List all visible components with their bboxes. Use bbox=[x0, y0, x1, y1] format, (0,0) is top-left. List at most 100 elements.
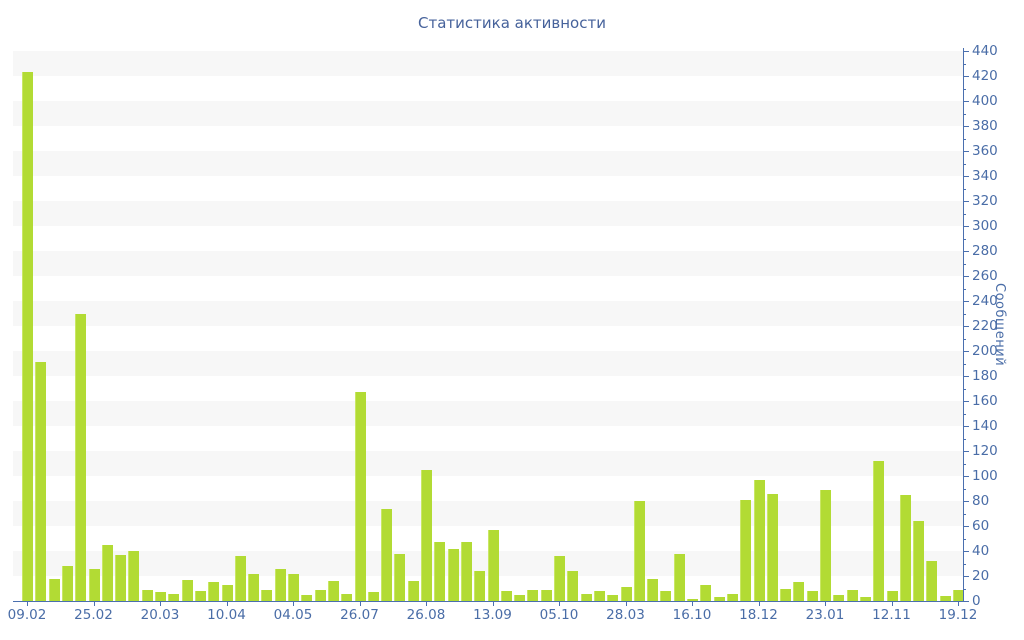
y-tick-label: 20 bbox=[972, 568, 990, 584]
y-major-tick bbox=[963, 526, 969, 527]
bar bbox=[460, 542, 472, 601]
bar bbox=[886, 591, 898, 601]
bar bbox=[806, 591, 818, 601]
bar bbox=[913, 521, 925, 601]
grid-band bbox=[13, 101, 963, 126]
x-tick-label: 18.12 bbox=[739, 607, 778, 623]
bar bbox=[101, 544, 113, 601]
bar bbox=[753, 479, 765, 601]
bar bbox=[607, 594, 619, 601]
y-major-tick bbox=[963, 601, 969, 602]
bar bbox=[128, 551, 140, 601]
bar bbox=[381, 508, 393, 601]
y-minor-tick bbox=[963, 463, 966, 465]
bar bbox=[301, 594, 313, 601]
bar bbox=[288, 573, 299, 601]
y-minor-tick bbox=[963, 588, 966, 590]
grid-band bbox=[13, 326, 963, 351]
y-minor-tick bbox=[963, 363, 966, 365]
bar bbox=[820, 489, 831, 601]
bar bbox=[647, 578, 659, 601]
bar bbox=[208, 582, 220, 601]
bar bbox=[168, 593, 180, 601]
bar bbox=[833, 594, 845, 601]
bar bbox=[939, 596, 951, 601]
y-tick-label: 240 bbox=[972, 293, 998, 309]
y-major-tick bbox=[963, 426, 969, 427]
bar bbox=[234, 556, 246, 601]
bar bbox=[660, 591, 672, 601]
grid-band bbox=[13, 426, 963, 451]
y-minor-tick bbox=[963, 213, 966, 215]
x-tick-label: 20.03 bbox=[140, 607, 180, 623]
bar bbox=[194, 591, 206, 601]
y-tick-label: 440 bbox=[972, 43, 998, 59]
bar bbox=[953, 589, 964, 601]
bar bbox=[248, 573, 260, 601]
x-tick bbox=[492, 602, 494, 606]
bar bbox=[341, 593, 353, 601]
x-tick-label: 13.09 bbox=[473, 607, 512, 623]
x-tick-label: 16.10 bbox=[672, 607, 712, 623]
y-major-tick bbox=[963, 226, 969, 227]
x-tick bbox=[625, 602, 627, 606]
x-tick bbox=[93, 602, 95, 606]
y-minor-tick bbox=[963, 88, 966, 90]
bar bbox=[115, 554, 127, 601]
y-major-tick bbox=[963, 401, 969, 402]
y-major-tick bbox=[963, 301, 969, 302]
x-tick bbox=[359, 602, 361, 606]
y-major-tick bbox=[963, 376, 969, 377]
bar bbox=[141, 589, 153, 601]
bar bbox=[48, 578, 60, 601]
y-major-tick bbox=[963, 126, 969, 127]
bar bbox=[447, 548, 459, 601]
x-tick-label: 19.12 bbox=[938, 607, 978, 623]
x-tick-label: 28.03 bbox=[606, 607, 645, 623]
y-tick-label: 120 bbox=[972, 443, 998, 459]
y-minor-tick bbox=[963, 138, 966, 140]
y-tick-label: 340 bbox=[972, 168, 998, 184]
x-tick bbox=[825, 602, 826, 606]
y-tick-label: 420 bbox=[972, 68, 998, 84]
y-axis-title: Сообщений bbox=[992, 283, 1007, 367]
chart-title: Статистика активности bbox=[418, 14, 606, 32]
x-tick-label: 09.02 bbox=[7, 607, 47, 623]
y-major-tick bbox=[963, 276, 969, 277]
grid-band bbox=[13, 376, 963, 401]
x-tick-label: 12.11 bbox=[872, 607, 911, 623]
grid-band bbox=[13, 126, 963, 151]
x-tick bbox=[891, 602, 893, 606]
y-tick-label: 360 bbox=[972, 143, 998, 159]
y-minor-tick bbox=[963, 388, 966, 390]
bar bbox=[673, 553, 685, 601]
y-tick-label: 380 bbox=[972, 118, 998, 134]
y-major-tick bbox=[963, 101, 969, 102]
bar bbox=[367, 592, 379, 601]
grid-band bbox=[13, 151, 963, 176]
y-minor-tick bbox=[963, 288, 966, 290]
y-minor-tick bbox=[963, 563, 966, 565]
x-tick-label: 23.01 bbox=[805, 607, 845, 623]
y-major-tick bbox=[963, 501, 969, 502]
bar bbox=[540, 589, 552, 601]
y-minor-tick bbox=[963, 338, 966, 340]
y-major-tick bbox=[963, 76, 969, 77]
y-minor-tick bbox=[963, 413, 966, 415]
plot-area bbox=[13, 51, 964, 601]
bar bbox=[740, 499, 752, 601]
bar bbox=[514, 594, 526, 601]
grid-band bbox=[13, 451, 963, 476]
bar bbox=[75, 313, 87, 601]
y-tick-label: 220 bbox=[972, 318, 998, 334]
bar bbox=[766, 493, 778, 601]
y-major-tick bbox=[963, 326, 969, 327]
bar bbox=[859, 597, 871, 601]
y-tick-label: 180 bbox=[972, 368, 998, 384]
y-major-tick bbox=[963, 576, 969, 577]
bar bbox=[88, 568, 100, 601]
grid-band bbox=[13, 301, 963, 326]
y-major-tick bbox=[963, 551, 969, 552]
bar bbox=[620, 587, 632, 601]
bar bbox=[394, 553, 406, 601]
